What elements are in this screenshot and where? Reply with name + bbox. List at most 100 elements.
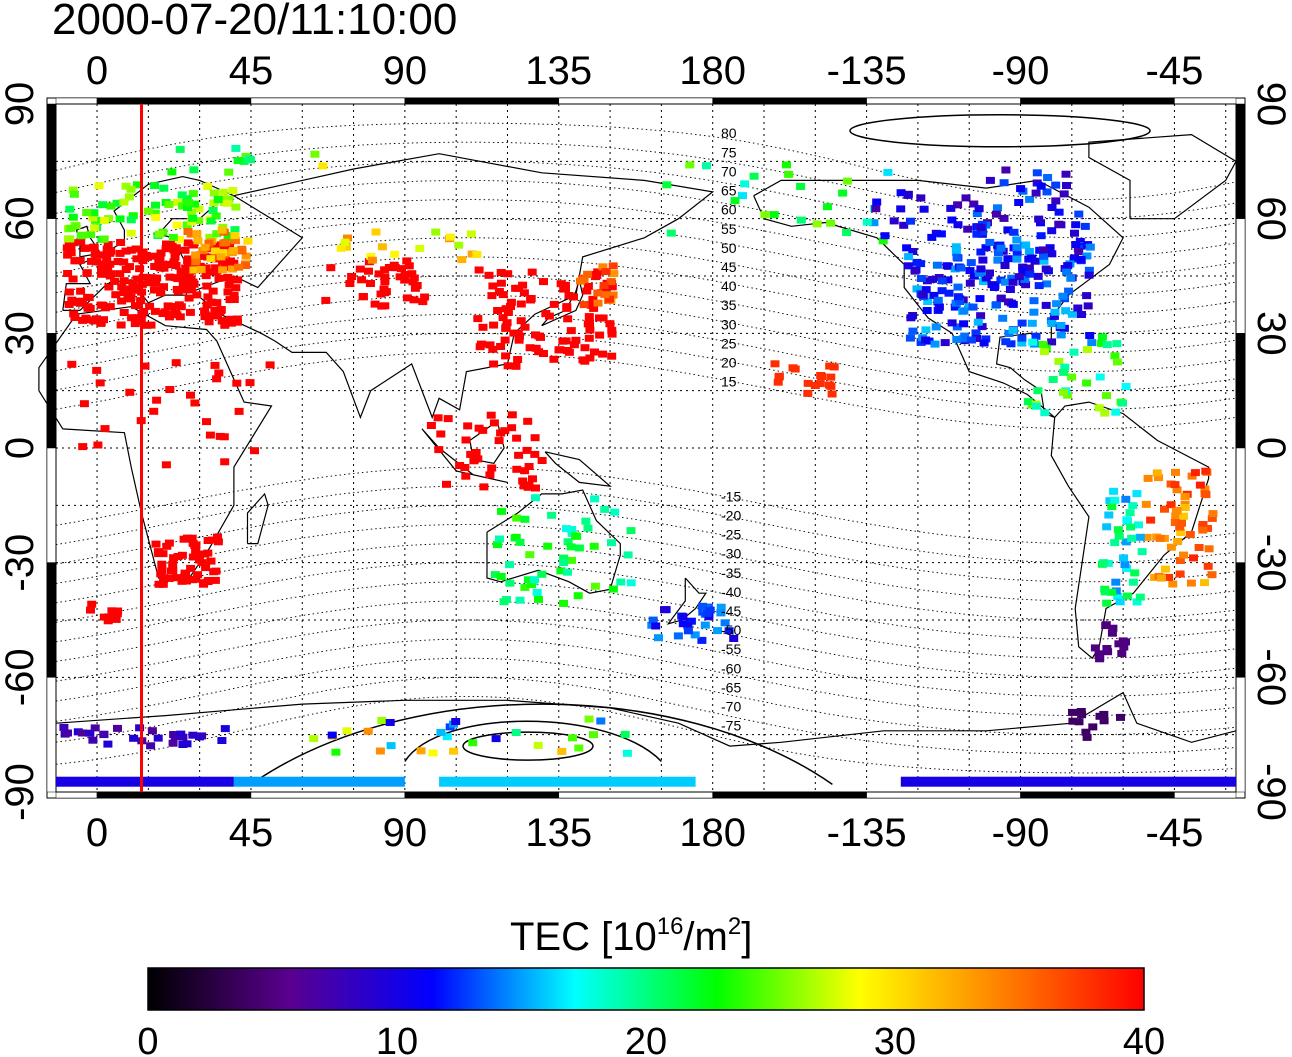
tec-cell bbox=[176, 146, 185, 153]
y-tick-label-right: 90 bbox=[1249, 82, 1292, 127]
tec-cell bbox=[337, 245, 346, 252]
tec-cell bbox=[1156, 535, 1165, 542]
tec-cell bbox=[144, 208, 153, 215]
tec-cell bbox=[956, 265, 965, 272]
tec-cell bbox=[565, 349, 574, 356]
tec-cell bbox=[211, 362, 220, 369]
tec-cell bbox=[206, 432, 215, 439]
tec-cell bbox=[485, 471, 494, 478]
tec-cell bbox=[106, 303, 115, 310]
tec-cell bbox=[920, 206, 929, 213]
tec-cell bbox=[157, 561, 166, 568]
tec-cell bbox=[387, 742, 396, 749]
border-segment-left bbox=[47, 677, 56, 792]
tec-cell bbox=[1059, 293, 1068, 300]
tec-cell bbox=[1088, 723, 1097, 730]
tec-cell bbox=[80, 400, 89, 407]
tec-cell bbox=[229, 247, 238, 254]
tec-cell bbox=[246, 379, 255, 386]
tec-cell bbox=[1117, 650, 1126, 657]
tec-cell bbox=[232, 380, 241, 387]
tec-cell bbox=[100, 614, 109, 621]
colorbar-tick-label: 0 bbox=[137, 1021, 158, 1057]
tec-cell bbox=[610, 509, 619, 516]
tec-cell bbox=[559, 559, 568, 566]
tec-cell bbox=[181, 247, 190, 254]
tec-cell bbox=[364, 728, 373, 735]
tec-cell bbox=[1001, 279, 1010, 286]
tec-cell bbox=[1017, 335, 1026, 342]
tec-cell bbox=[567, 327, 576, 334]
tec-cell bbox=[1052, 300, 1061, 307]
tec-cell bbox=[228, 187, 237, 194]
tec-cell bbox=[197, 266, 206, 273]
tec-cell bbox=[923, 307, 932, 314]
tec-cell bbox=[872, 199, 881, 206]
tec-cell bbox=[583, 271, 592, 278]
tec-cell bbox=[221, 725, 230, 732]
tec-cell bbox=[1062, 171, 1071, 178]
tec-cell bbox=[85, 730, 94, 737]
tec-cell bbox=[616, 579, 625, 586]
tec-cell bbox=[221, 239, 230, 246]
tec-cell bbox=[69, 214, 78, 221]
tec-cell bbox=[654, 634, 663, 641]
tec-cell bbox=[372, 229, 381, 236]
tec-cell bbox=[520, 467, 529, 474]
tec-cell bbox=[782, 161, 791, 168]
tec-cell bbox=[100, 217, 109, 224]
colorbar-label: TEC [1016/m2] bbox=[510, 913, 752, 959]
tec-cell bbox=[70, 257, 79, 264]
tec-cell bbox=[165, 386, 174, 393]
border-segment-bottom bbox=[713, 792, 867, 798]
tec-cell bbox=[906, 218, 915, 225]
tec-cell bbox=[1167, 501, 1176, 508]
tec-cell bbox=[1099, 711, 1108, 718]
tec-cell bbox=[828, 391, 837, 398]
tec-cell bbox=[946, 205, 955, 212]
tec-cell bbox=[1200, 579, 1209, 586]
tec-cell bbox=[231, 284, 240, 291]
tec-cell bbox=[530, 451, 539, 458]
colorbar-label-end: ] bbox=[741, 915, 752, 959]
tec-cell bbox=[1111, 579, 1120, 586]
tec-cell bbox=[1157, 575, 1166, 582]
tec-cell bbox=[96, 379, 105, 386]
tec-cell bbox=[543, 543, 552, 550]
tec-cell bbox=[487, 412, 496, 419]
tec-cell bbox=[932, 323, 941, 330]
tec-cell bbox=[890, 217, 899, 224]
tec-cell bbox=[178, 552, 187, 559]
tec-cell bbox=[188, 535, 197, 542]
tec-cell bbox=[1033, 387, 1042, 394]
tec-cell bbox=[207, 218, 216, 225]
tec-cell bbox=[545, 313, 554, 320]
tec-cell bbox=[993, 204, 1002, 211]
tec-cell bbox=[234, 264, 243, 271]
tec-cell bbox=[816, 380, 825, 387]
tec-cell bbox=[341, 239, 350, 246]
x-tick-label-top: 180 bbox=[679, 49, 746, 93]
contour-label: -40 bbox=[721, 584, 741, 600]
tec-cell bbox=[1012, 244, 1021, 251]
tec-cell bbox=[1126, 524, 1135, 531]
tec-cell bbox=[590, 349, 599, 356]
tec-cell bbox=[1119, 554, 1128, 561]
tec-cell bbox=[159, 185, 168, 192]
tec-cell bbox=[410, 296, 419, 303]
tec-cell bbox=[89, 317, 98, 324]
tec-cell bbox=[674, 632, 683, 639]
y-tick-label-right: -30 bbox=[1249, 534, 1292, 592]
tec-cell bbox=[159, 550, 168, 557]
tec-cell bbox=[550, 301, 559, 308]
tec-cell bbox=[501, 337, 510, 344]
tec-cell bbox=[117, 298, 126, 305]
tec-cell bbox=[126, 295, 135, 302]
tec-cell bbox=[803, 390, 812, 397]
tec-cell bbox=[415, 245, 424, 252]
tec-cell bbox=[580, 301, 589, 308]
tec-cell bbox=[1181, 493, 1190, 500]
tec-cell bbox=[207, 299, 216, 306]
tec-cell bbox=[596, 718, 605, 725]
tec-cell bbox=[503, 319, 512, 326]
